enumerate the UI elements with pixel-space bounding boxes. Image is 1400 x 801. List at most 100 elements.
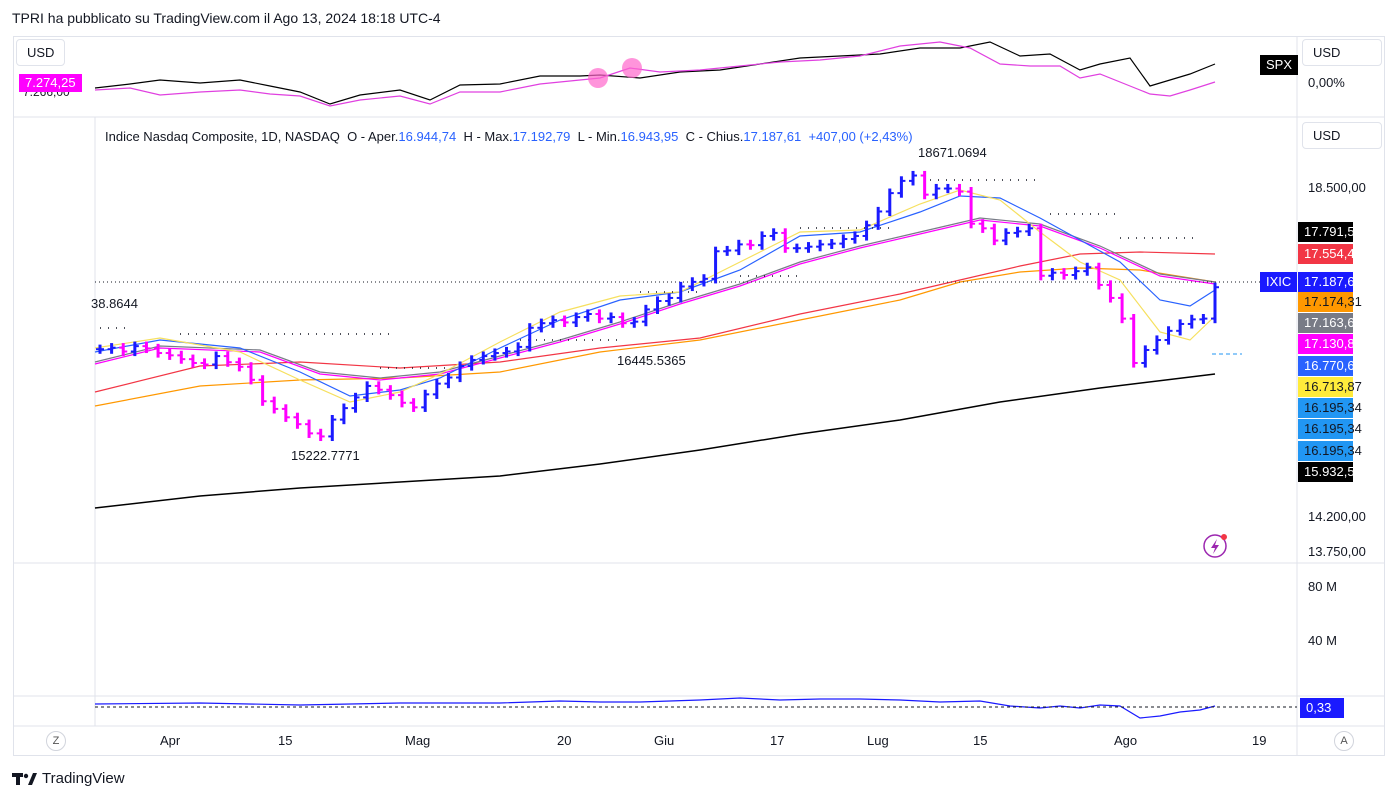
legend-o-label: O - Aper. (347, 129, 399, 144)
ohlc-bar (409, 398, 418, 412)
ohlc-bar (862, 220, 871, 241)
ohlc-bar (1164, 326, 1173, 345)
indicator-value-tag: 0,33 (1300, 698, 1344, 718)
ohlc-bar (897, 176, 906, 198)
ohlc-bar (235, 357, 244, 372)
legend-h-label: H - Max. (463, 129, 513, 144)
ohlc-bar (188, 354, 197, 368)
volume-40m: 40 M (1308, 633, 1337, 648)
ohlc-bar (165, 348, 174, 360)
ohlc-bar (490, 348, 499, 361)
ohlc-bar (943, 183, 952, 194)
ohlc-bar (1199, 314, 1208, 324)
ohlc-bar (676, 281, 685, 303)
alert-lightning-icon[interactable] (1203, 534, 1227, 558)
ohlc-bar (525, 323, 534, 352)
ohlc-bar (1211, 282, 1219, 324)
ohlc-bar (1141, 345, 1150, 368)
ixic-symbol-tag: IXIC (1260, 272, 1298, 292)
ohlc-bar (572, 312, 581, 328)
ohlc-bar (723, 245, 732, 256)
ohlc-bar (1071, 266, 1080, 280)
sma200-line (94, 373, 1216, 509)
ohlc-bar (96, 344, 104, 354)
ohlc-bar (746, 239, 755, 250)
ohlc-bar (130, 341, 139, 357)
ohlc-bar (397, 390, 406, 408)
indicator-line (94, 697, 1216, 719)
legend-c-label: C - Chius. (685, 129, 744, 144)
ohlc-bar (1025, 223, 1034, 236)
xaxis-17: 17 (770, 733, 784, 748)
annotation-mid: 16445.5365 (617, 353, 686, 368)
ohlc-bar (583, 309, 592, 322)
legend-name: Indice Nasdaq Composite, 1D, NASDAQ (105, 129, 340, 144)
ohlc-bar (177, 350, 186, 364)
ohlc-bar (758, 231, 767, 250)
ohlc-bar (804, 242, 813, 253)
ohlc-bar (618, 312, 627, 328)
ohlc-bar (1036, 223, 1045, 281)
ema-blue-line (94, 195, 1216, 397)
ohlc-bar (734, 239, 743, 256)
ohlc-bar (1013, 226, 1022, 238)
ohlc-bar (711, 246, 720, 284)
ohlc-bar (200, 358, 209, 370)
ohlc-bar (119, 343, 128, 357)
ohlc-bar (1187, 314, 1196, 329)
ohlc-bar (932, 183, 941, 200)
auto-scale-a-button[interactable]: A (1334, 731, 1354, 751)
ohlc-bar (920, 170, 929, 200)
ohlc-bar (270, 396, 279, 414)
ohlc-bar (432, 379, 441, 399)
ohlc-bar (630, 317, 639, 328)
ohlc-bar (909, 170, 918, 186)
ohlc-bar (1176, 319, 1185, 336)
xaxis-15: 15 (278, 733, 292, 748)
yaxis-13750: 13.750,00 (1308, 544, 1366, 559)
ohlc-bar (653, 296, 662, 315)
ohlc-bar (769, 228, 778, 241)
ohlc-bar (305, 419, 314, 438)
ohlc-bar (1048, 268, 1057, 281)
ohlc-bar (444, 372, 453, 389)
legend-change: +407,00 (+2,43%) (808, 129, 913, 144)
publish-header: TPRI ha pubblicato su TradingView.com il… (12, 10, 441, 26)
ohlc-bar (781, 228, 790, 253)
price-tag-2: 17.187,61 (1298, 272, 1362, 292)
ohlc-bar (827, 239, 836, 249)
price-tag-8: 16.195,34 (1298, 398, 1362, 418)
ohlc-bar (537, 318, 546, 333)
legend-h: 17.192,79 (512, 129, 571, 144)
ohlc-bar (212, 351, 221, 370)
zoom-z-button[interactable]: Z (46, 731, 66, 751)
ohlc-bar (421, 389, 430, 412)
tradingview-logo[interactable]: TradingView (12, 770, 125, 787)
legend-l: 16.943,95 (620, 129, 679, 144)
ohlc-bar (850, 231, 859, 244)
ohlc-bar (1152, 335, 1161, 355)
top-percent-value: 0,00% (1308, 75, 1345, 90)
yaxis-18500: 18.500,00 (1308, 180, 1366, 195)
annotation-left: 38.8644 (91, 296, 138, 311)
ohlc-bar (967, 187, 976, 229)
ohlc-bar (502, 346, 511, 358)
ohlc-bar (374, 381, 383, 395)
ohlc-bar (1001, 228, 1010, 246)
ohlc-bar (641, 304, 650, 327)
top-spx-line (94, 41, 1216, 105)
top-currency-left[interactable]: USD (16, 39, 66, 66)
ohlc-bar (548, 315, 557, 328)
top-marker-1 (588, 68, 608, 88)
top-currency-right[interactable]: USD (1302, 39, 1382, 66)
ohlc-bar (328, 415, 337, 442)
price-tag-3: 17.174,31 (1298, 292, 1362, 312)
ohlc-bar (1083, 262, 1092, 276)
xaxis-ago: Ago (1114, 733, 1137, 748)
main-currency[interactable]: USD (1302, 122, 1382, 149)
price-tag-0: 17.791,58 (1298, 222, 1362, 242)
ohlc-bar (595, 309, 604, 324)
yaxis-14200: 14.200,00 (1308, 509, 1366, 524)
ohlc-bar (688, 277, 697, 292)
